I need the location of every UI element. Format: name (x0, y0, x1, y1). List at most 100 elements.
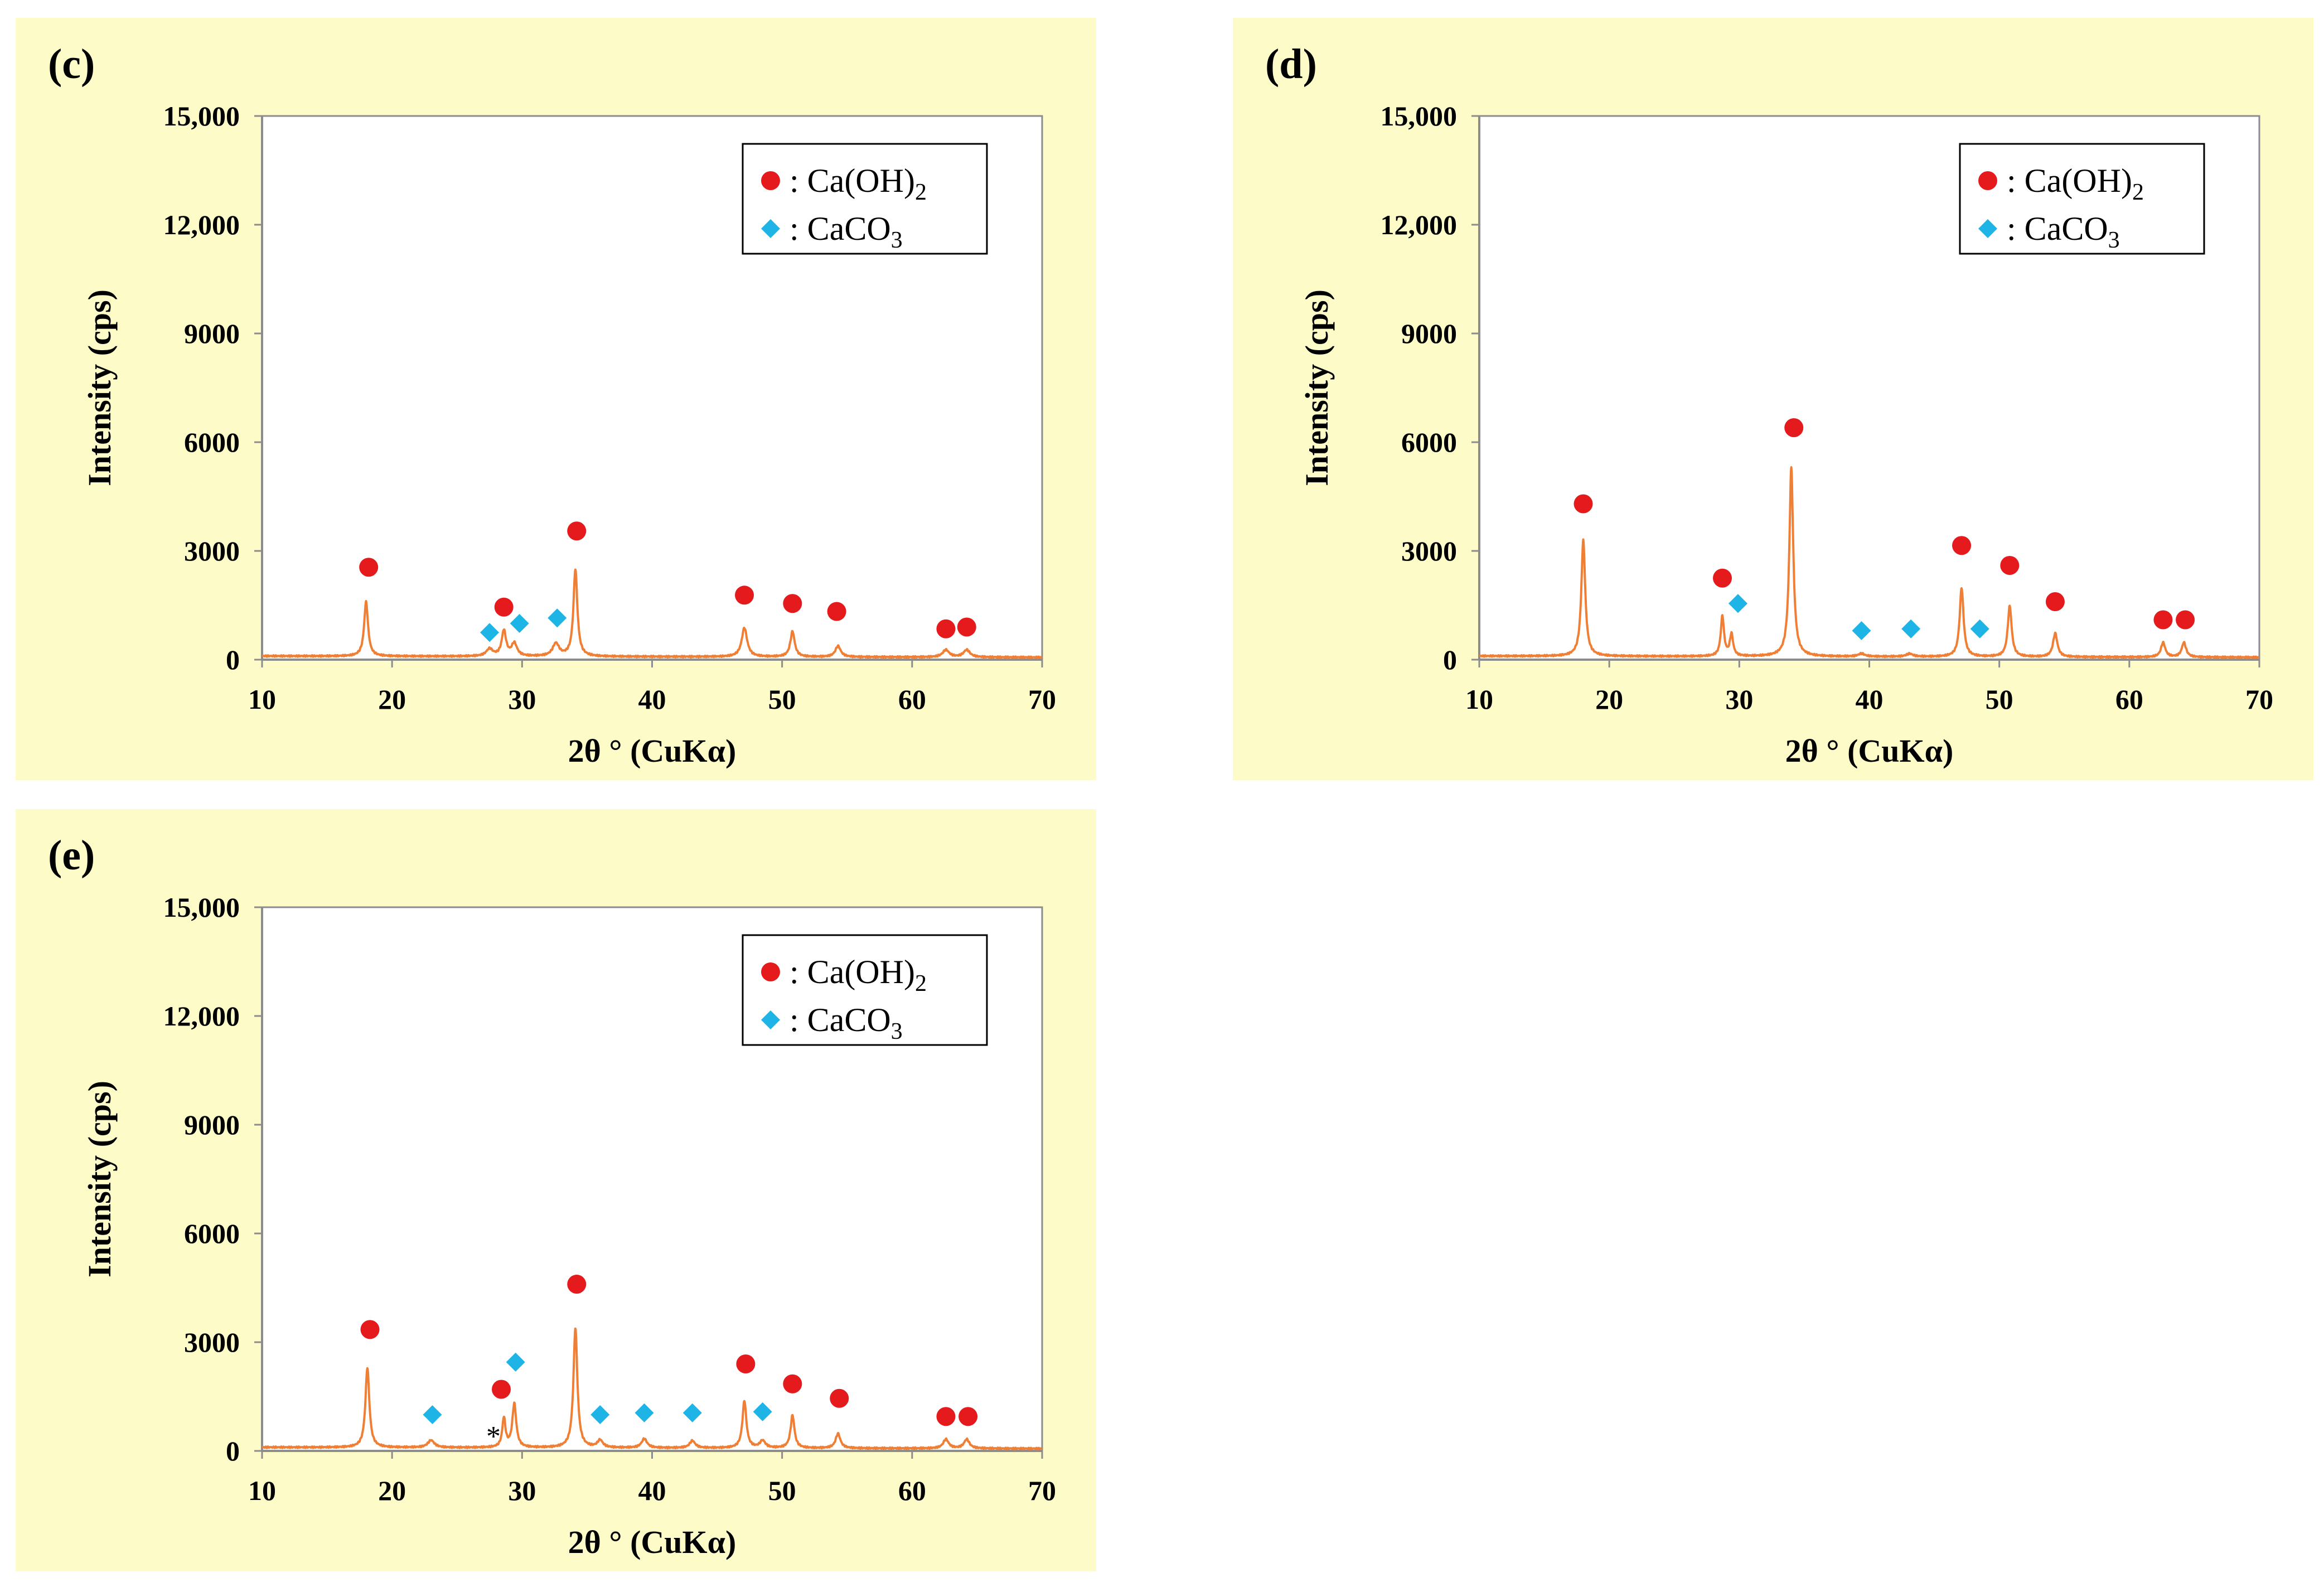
legend-box (742, 934, 988, 1046)
x-tick-label: 60 (898, 1475, 926, 1506)
chart-panel-e: (e) 0 3000 6000 9000 12,000 15,000 10 20 30 40 50 60… (16, 809, 1096, 1571)
x-tick-label: 20 (378, 684, 406, 715)
caoh2-marker (736, 1354, 756, 1373)
y-tick-label: 12,000 (163, 1000, 240, 1032)
caoh2-marker (567, 1275, 587, 1294)
panel-label: (d) (1265, 41, 1317, 88)
legend: : Ca(OH)2 : CaCO3 (742, 934, 988, 1046)
x-tick-label: 70 (1028, 684, 1056, 715)
x-tick-label: 30 (508, 1475, 536, 1506)
legend-subscript: 3 (2108, 228, 2120, 253)
caoh2-marker (783, 1374, 802, 1393)
caco3-marker (1901, 619, 1921, 638)
panel-label: (e) (48, 832, 95, 879)
y-tick-label: 3000 (1401, 535, 1457, 567)
y-tick-label: 9000 (184, 318, 240, 349)
chart-panel-c: (c) 0 3000 6000 9000 12,000 15,000 10 20 30 40 50 60… (16, 18, 1096, 780)
caco3-marker (423, 1405, 442, 1424)
xrd-chart-d: (d) 0 3000 6000 9000 12,000 15,000 10 20 30 40 50 60… (1265, 41, 2273, 769)
caoh2-marker (359, 558, 379, 577)
x-tick-label: 70 (1028, 1475, 1056, 1506)
caoh2-marker (783, 594, 802, 613)
caco3-marker (1852, 621, 1871, 640)
caco3-marker (510, 614, 529, 633)
y-tick-label: 0 (1443, 644, 1457, 675)
legend-subscript: 3 (891, 1019, 903, 1044)
x-tick-label: 70 (2245, 684, 2273, 715)
y-tick-label: 15,000 (163, 892, 240, 923)
legend-subscript: 3 (891, 228, 903, 253)
legend-subscript: 2 (2132, 180, 2144, 205)
panel-label: (c) (48, 41, 95, 88)
caoh2-marker (1713, 568, 1732, 588)
y-tick-label: 15,000 (1381, 100, 1458, 132)
x-tick-label: 40 (638, 684, 666, 715)
caoh2-marker (494, 597, 514, 617)
caoh2-marker (827, 602, 846, 621)
y-tick-label: 12,000 (1381, 209, 1458, 240)
caoh2-marker (492, 1380, 511, 1399)
caoh2-marker (2176, 610, 2195, 630)
x-tick-label: 30 (508, 684, 536, 715)
x-tick-label: 50 (768, 684, 796, 715)
legend-circle-icon (761, 171, 780, 190)
caco3-marker (480, 623, 500, 642)
x-tick-label: 40 (638, 1475, 666, 1506)
legend: : Ca(OH)2: CaCO3 (1959, 143, 2205, 255)
x-tick-label: 20 (378, 1475, 406, 1506)
caoh2-marker (2000, 556, 2020, 575)
caoh2-marker (830, 1388, 849, 1408)
y-axis-label: Intensity (cps) (1299, 289, 1335, 486)
annotation-asterisk: * (486, 1421, 501, 1453)
y-tick-label: 6000 (184, 427, 240, 458)
caoh2-marker (958, 1407, 978, 1426)
legend-diamond-icon (761, 219, 780, 238)
y-tick-label: 9000 (1401, 318, 1457, 349)
legend-entry-text: : Ca(OH)2 (790, 162, 927, 205)
y-tick-label: 0 (226, 1435, 240, 1467)
x-tick-label: 50 (1986, 684, 2013, 715)
caoh2-marker (957, 617, 976, 637)
caco3-marker (506, 1352, 525, 1372)
xrd-trace-line (1478, 466, 2260, 660)
xrd-chart-e: (e) 0 3000 6000 9000 12,000 15,000 10 20 30 40 50 60… (48, 832, 1056, 1560)
x-tick-label: 40 (1856, 684, 1884, 715)
x-tick-label: 10 (248, 1475, 276, 1506)
caoh2-marker (735, 585, 754, 605)
y-tick-label: 9000 (184, 1109, 240, 1140)
x-tick-label: 60 (2115, 684, 2143, 715)
y-tick-label: 15,000 (163, 100, 240, 132)
x-axis-label: 2θ ° (CuKα) (1785, 733, 1954, 769)
xrd-trace-line (261, 1327, 1043, 1451)
legend-entry-text: : CaCO3 (790, 210, 903, 253)
xrd-trace-line (261, 568, 1043, 660)
y-tick-label: 12,000 (163, 209, 240, 240)
legend-entry-text: : CaCO3 (790, 1001, 903, 1044)
legend-subscript: 2 (915, 180, 927, 205)
y-tick-label: 6000 (184, 1218, 240, 1249)
legend-entry-text: : Ca(OH)2 (790, 954, 927, 996)
legend-diamond-icon (761, 1010, 780, 1029)
y-tick-label: 3000 (184, 535, 240, 567)
x-tick-label: 10 (248, 684, 276, 715)
caco3-marker (753, 1402, 772, 1421)
legend-entry-text: : Ca(OH)2 (2007, 162, 2144, 205)
caco3-marker (590, 1405, 610, 1424)
caco3-marker (635, 1403, 654, 1422)
y-tick-label: 6000 (1401, 427, 1457, 458)
legend: : Ca(OH)2 : CaCO3 (742, 143, 988, 255)
x-tick-label: 50 (768, 1475, 796, 1506)
caco3-marker (682, 1403, 702, 1422)
caoh2-marker (567, 521, 587, 541)
x-tick-label: 10 (1465, 684, 1493, 715)
caoh2-marker (1573, 494, 1593, 514)
caoh2-marker (936, 1407, 956, 1426)
legend-circle-icon (761, 962, 780, 981)
y-axis-label: Intensity (cps) (81, 289, 118, 486)
y-axis-label: Intensity (cps) (81, 1081, 118, 1278)
caoh2-marker (936, 619, 956, 638)
caco3-marker (548, 608, 567, 628)
legend-circle-icon (1978, 171, 1997, 190)
xrd-chart-c: (c) 0 3000 6000 9000 12,000 15,000 10 20 30 40 50 60… (48, 41, 1056, 769)
x-axis-label: 2θ ° (CuKα) (568, 1524, 737, 1560)
